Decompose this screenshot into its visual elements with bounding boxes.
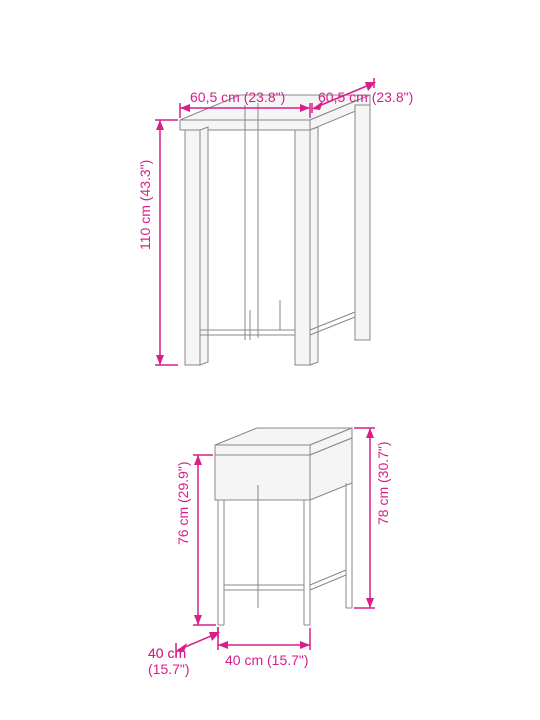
dimension-diagram: 60,5 cm (23.8") 60,5 cm (23.8") 110 cm (… <box>0 0 540 720</box>
stool-seat-height-label: 76 cm (29.9") <box>175 461 191 545</box>
table-drawing <box>180 95 370 365</box>
table-depth-label: 60,5 cm (23.8") <box>318 89 413 105</box>
table-height-label: 110 cm (43.3") <box>137 160 153 250</box>
stool-width-label: 40 cm (15.7") <box>225 652 309 668</box>
stool-total-height-label: 78 cm (30.7") <box>375 441 391 525</box>
stool-drawing <box>215 428 352 625</box>
stool-seat-height-dimension: 76 cm (29.9") <box>175 455 216 625</box>
table-height-dimension: 110 cm (43.3") <box>137 120 178 365</box>
table-width-label: 60,5 cm (23.8") <box>190 89 285 105</box>
svg-text:(15.7"): (15.7") <box>148 661 190 677</box>
stool-total-height-dimension: 78 cm (30.7") <box>354 428 391 608</box>
svg-text:40 cm: 40 cm <box>148 645 186 661</box>
stool-width-dimension: 40 cm (15.7") <box>218 628 310 668</box>
